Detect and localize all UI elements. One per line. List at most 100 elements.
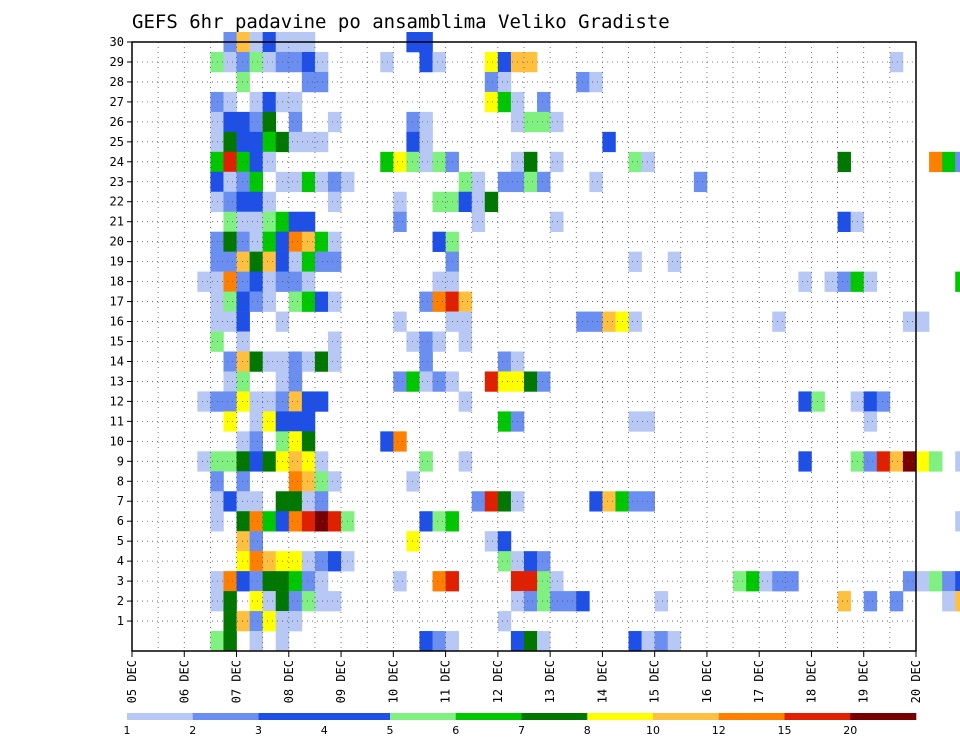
heatmap-cell [497,551,512,572]
heatmap-cell [262,411,277,432]
heatmap-cell [223,271,237,292]
heatmap-cell [223,491,237,512]
heatmap-cell [249,91,263,113]
heatmap-cell [537,631,551,652]
heatmap-cell [497,531,512,552]
heatmap-cell [236,311,250,332]
heatmap-cell [236,211,263,232]
y-tick-label: 30 [110,35,124,49]
heatmap-cell [471,171,486,193]
heatmap-cell [876,391,891,412]
heatmap-cell [236,511,250,532]
heatmap-cell [497,51,512,73]
heatmap-cell [301,551,316,572]
heatmap-cell [262,291,277,312]
heatmap-cell [262,51,277,73]
x-tick-label: 10 DEC [386,660,400,703]
heatmap-cell [236,171,250,193]
heatmap-cell [288,111,303,133]
heatmap-cell [863,411,878,432]
heatmap-cell [641,151,655,173]
heatmap-cell [863,451,878,472]
y-tick-label: 8 [117,474,124,488]
heatmap-cell [288,231,303,252]
heatmap-cell [537,91,551,113]
heatmap-cell [484,531,499,552]
heatmap-cell [223,291,237,312]
heatmap-cell [484,491,499,512]
heatmap-cell [406,371,420,392]
legend-label: 3 [255,724,262,737]
heatmap-cell [824,271,838,292]
heatmap-cell [955,271,960,292]
heatmap-cell [223,191,237,213]
heatmap-cell [628,251,642,272]
heatmap-cell [262,111,277,133]
legend-swatch [850,713,917,720]
heatmap-cell [197,271,211,292]
heatmap-cell [419,111,433,133]
heatmap-cell [406,131,420,153]
x-tick-label: 11 DEC [439,660,453,703]
heatmap-cell [419,511,433,532]
heatmap-cell [419,151,433,173]
heatmap-cell [236,331,250,352]
heatmap-cell [497,351,512,372]
heatmap-cell [432,191,459,213]
heatmap-cell [236,551,250,572]
legend-label: 6 [452,724,459,737]
color-legend: 1 2 3 4 5 6 7 8 10 12 15 20 [124,713,917,737]
heatmap-cell [471,191,486,213]
x-tick-label: 17 DEC [752,660,766,703]
heatmap-cell [406,331,420,352]
heatmap-cell [628,491,655,512]
heatmap-cell [772,571,799,592]
heatmap-cell [393,191,407,213]
x-tick-label: 15 DEC [648,660,662,703]
heatmap-cell [223,351,237,372]
heatmap-cell [955,591,960,612]
heatmap-cell [419,51,433,73]
legend-swatch [324,713,391,720]
heatmap-cell [262,191,277,213]
heatmap-cell [550,571,564,592]
legend-label: 4 [321,724,328,737]
heatmap-cell [262,571,290,592]
y-tick-label: 1 [117,614,124,628]
heatmap-cell [288,591,303,612]
legend-label: 20 [843,724,857,737]
heatmap-cell [249,451,263,472]
heatmap-cell [249,251,263,272]
heatmap-cell [249,171,263,193]
heatmap-cell [288,451,303,472]
y-tick-label: 11 [110,414,124,428]
heatmap-cell [249,291,263,312]
heatmap-cell [288,291,303,312]
heatmap-cell [328,351,342,372]
heatmap-cell [497,611,512,632]
heatmap-cell [942,571,956,592]
heatmap-cell [484,71,499,93]
heatmap-cell [236,251,250,272]
heatmap-cell [236,291,250,312]
heatmap-cell [328,511,342,532]
heatmap-cell [262,551,277,572]
heatmap-cell [654,591,669,612]
y-tick-label: 7 [117,494,124,508]
heatmap-cell [301,251,316,272]
heatmap-cell [419,631,433,652]
heatmap-cell [262,131,277,153]
heatmap-cell [432,511,446,532]
heatmap-cell [301,471,316,492]
heatmap-cell [628,311,642,332]
heatmap-cell [497,491,512,512]
heatmap-cell [942,151,956,173]
heatmap-cell [929,151,943,173]
heatmap-cell [328,231,342,252]
heatmap-cell [314,551,329,572]
y-tick-label: 17 [110,295,124,309]
y-tick-label: 4 [117,554,124,568]
y-tick-label: 24 [110,155,124,169]
heatmap-cell [262,511,277,532]
heatmap-cell [314,171,329,193]
